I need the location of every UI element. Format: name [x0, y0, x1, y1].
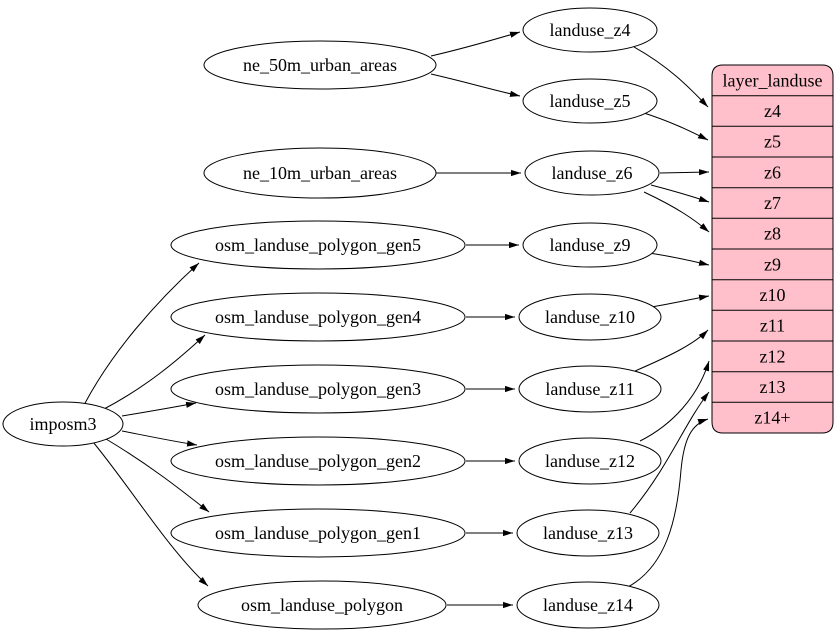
node-imposm3-label: imposm3	[29, 414, 96, 434]
node-osm-landuse-polygon-label: osm_landuse_polygon	[241, 595, 403, 615]
edge-landuse-z13-to-row-z13	[629, 391, 710, 514]
table-row-z5: z5	[764, 132, 781, 152]
node-landuse-z12: landuse_z12	[518, 437, 662, 485]
node-osm-landuse-polygon: osm_landuse_polygon	[197, 580, 447, 630]
node-landuse-z9: landuse_z9	[522, 222, 658, 268]
table-row-z7: z7	[764, 193, 781, 213]
edge-landuse-z4-to-row-z4	[633, 46, 709, 108]
node-osm-landuse-polygon-gen4: osm_landuse_polygon_gen4	[170, 292, 466, 342]
table-row-z10: z10	[760, 285, 786, 305]
node-imposm3-shape	[2, 401, 124, 447]
node-landuse-z4-shape	[522, 7, 658, 53]
node-ne-50m-urban-areas-shape	[203, 40, 437, 90]
table-row-z6: z6	[764, 162, 781, 182]
node-landuse-z6-label: landuse_z6	[552, 163, 633, 183]
table-row-z13: z13	[760, 377, 786, 397]
node-osm-landuse-polygon-shape	[197, 580, 447, 630]
node-ne-10m-urban-areas-shape	[203, 147, 437, 199]
node-ne-10m-urban-areas-label: ne_10m_urban_areas	[243, 163, 397, 183]
table-row-z14plus: z14+	[754, 408, 790, 428]
node-osm-landuse-polygon-gen2-label: osm_landuse_polygon_gen2	[215, 451, 421, 471]
node-landuse-z11-shape	[518, 365, 662, 413]
node-osm-landuse-polygon-gen5: osm_landuse_polygon_gen5	[170, 220, 466, 270]
edge-landuse-z6-to-row-z7	[650, 184, 710, 203]
node-ne-50m-urban-areas: ne_50m_urban_areas	[203, 40, 437, 90]
edge-ne-50m-urban-areas-to-landuse-z4	[430, 31, 521, 57]
node-osm-landuse-polygon-gen2: osm_landuse_polygon_gen2	[170, 436, 466, 486]
node-landuse-z13-shape	[516, 509, 660, 557]
edge-landuse-z10-to-row-z10	[645, 294, 710, 309]
node-landuse-z6: landuse_z6	[524, 150, 660, 196]
node-landuse-z4: landuse_z4	[522, 7, 658, 53]
edge-landuse-z11-to-row-z11	[634, 329, 709, 372]
node-osm-landuse-polygon-gen5-label: osm_landuse_polygon_gen5	[215, 235, 421, 255]
node-osm-landuse-polygon-gen3: osm_landuse_polygon_gen3	[170, 364, 466, 414]
edge-imposm3-to-osm-landuse-polygon-gen4	[103, 334, 206, 410]
node-osm-landuse-polygon-gen1-shape	[170, 508, 466, 558]
node-osm-landuse-polygon-gen4-shape	[170, 292, 466, 342]
edge-landuse-z14-to-row-z14plus	[627, 418, 709, 588]
node-osm-landuse-polygon-gen3-shape	[170, 364, 466, 414]
node-landuse-z4-label: landuse_z4	[550, 20, 631, 40]
edge-imposm3-to-osm-landuse-polygon-gen3	[121, 401, 197, 417]
node-landuse-z9-shape	[522, 222, 658, 268]
table-row-z12: z12	[760, 346, 786, 366]
node-osm-landuse-polygon-gen3-label: osm_landuse_polygon_gen3	[215, 379, 421, 399]
table-layer-landuse: layer_landuse z4 z5 z6 z7 z8 z9 z10 z11 …	[711, 64, 834, 434]
edges	[83, 31, 710, 609]
table-row-z4: z4	[764, 101, 781, 121]
node-landuse-z9-label: landuse_z9	[550, 235, 631, 255]
node-ne-10m-urban-areas: ne_10m_urban_areas	[203, 147, 437, 199]
edge-landuse-z12-to-row-z12	[639, 360, 710, 442]
node-landuse-z12-shape	[518, 437, 662, 485]
node-landuse-z6-shape	[524, 150, 660, 196]
edge-imposm3-to-osm-landuse-polygon-gen5	[83, 262, 200, 406]
node-landuse-z10: landuse_z10	[518, 293, 662, 341]
edge-landuse-z9-to-row-z9	[648, 252, 710, 266]
edge-landuse-z5-to-row-z5	[640, 111, 709, 141]
table-row-z8: z8	[764, 224, 781, 244]
node-landuse-z11-label: landuse_z11	[545, 379, 634, 399]
node-landuse-z5-label: landuse_z5	[550, 91, 631, 111]
edge-landuse-z6-to-row-z8	[643, 191, 710, 233]
node-ne-50m-urban-areas-label: ne_50m_urban_areas	[243, 55, 397, 75]
node-landuse-z12-label: landuse_z12	[545, 451, 635, 471]
node-osm-landuse-polygon-gen1: osm_landuse_polygon_gen1	[170, 508, 466, 558]
table-title: layer_landuse	[723, 71, 823, 91]
node-landuse-z11: landuse_z11	[518, 365, 662, 413]
node-osm-landuse-polygon-gen2-shape	[170, 436, 466, 486]
node-landuse-z13-label: landuse_z13	[543, 523, 633, 543]
node-landuse-z13: landuse_z13	[516, 509, 660, 557]
node-landuse-z5: landuse_z5	[522, 78, 658, 124]
table-row-z9: z9	[764, 254, 781, 274]
node-imposm3: imposm3	[2, 401, 124, 447]
edge-imposm3-to-osm-landuse-polygon-gen2	[121, 430, 198, 447]
node-landuse-z14-label: landuse_z14	[543, 595, 633, 615]
node-landuse-z14: landuse_z14	[516, 581, 660, 629]
table-row-z11: z11	[760, 316, 785, 336]
node-landuse-z10-shape	[518, 293, 662, 341]
node-osm-landuse-polygon-gen1-label: osm_landuse_polygon_gen1	[215, 523, 421, 543]
edge-imposm3-to-osm-landuse-polygon	[92, 441, 209, 587]
edge-imposm3-to-osm-landuse-polygon-gen1	[105, 438, 210, 513]
node-landuse-z10-label: landuse_z10	[545, 307, 635, 327]
node-landuse-z5-shape	[522, 78, 658, 124]
node-osm-landuse-polygon-gen4-label: osm_landuse_polygon_gen4	[215, 307, 421, 327]
node-landuse-z14-shape	[516, 581, 660, 629]
node-osm-landuse-polygon-gen5-shape	[170, 220, 466, 270]
edge-landuse-z6-to-row-z6	[659, 169, 710, 176]
edge-ne-50m-urban-areas-to-landuse-z5	[430, 73, 521, 97]
